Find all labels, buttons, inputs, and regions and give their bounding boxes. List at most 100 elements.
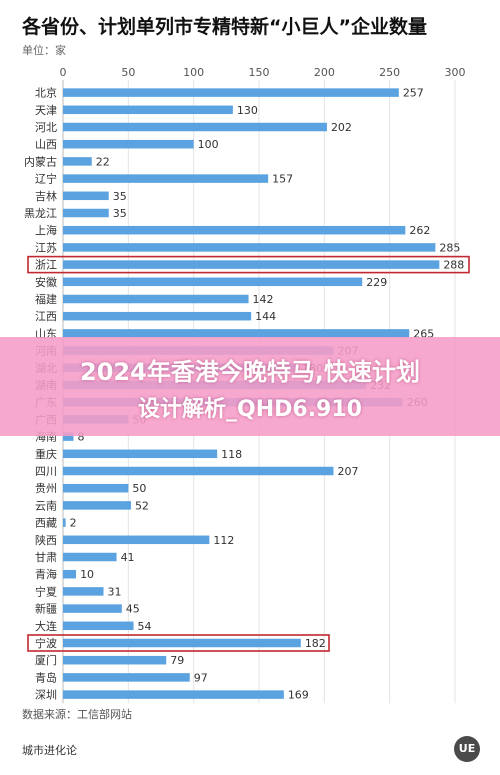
bar (63, 535, 210, 545)
value-label: 45 (126, 603, 140, 616)
value-label: 202 (331, 121, 352, 134)
value-label: 229 (366, 276, 387, 289)
category-label: 河北 (35, 121, 57, 134)
x-tick-label: 100 (183, 66, 204, 79)
bar (63, 329, 410, 338)
bar (63, 277, 363, 287)
promo-banner-line-1: 2024年香港今晚特马,快速计划 (80, 358, 420, 386)
category-label: 宁夏 (35, 584, 57, 598)
category-label: 黑龙江 (24, 207, 57, 220)
bar (63, 88, 399, 97)
x-tick-label: 0 (60, 66, 67, 79)
category-label: 北京 (35, 86, 57, 100)
bar (63, 311, 252, 321)
category-label: 深圳 (35, 689, 57, 702)
bar (63, 122, 327, 132)
bar (63, 105, 233, 115)
category-label: 贵州 (35, 482, 57, 495)
value-label: 157 (272, 173, 293, 186)
value-label: 207 (337, 465, 358, 478)
category-label: 厦门 (35, 653, 57, 667)
highlight-box (27, 634, 330, 652)
brand-logo: UE (454, 736, 480, 762)
bar (63, 191, 109, 201)
bar (63, 225, 406, 235)
value-label: 35 (113, 207, 127, 220)
category-label: 江西 (35, 310, 57, 323)
category-label: 山西 (35, 138, 57, 151)
category-label: 甘肃 (35, 551, 57, 564)
category-label: 上海 (35, 223, 57, 237)
value-label: 97 (194, 671, 208, 684)
category-label: 宁波 (35, 636, 57, 650)
category-label: 浙江 (35, 259, 57, 272)
bar (63, 174, 269, 183)
category-label: 吉林 (35, 189, 57, 203)
bar (63, 466, 334, 476)
bar (63, 157, 92, 166)
value-label: 118 (221, 448, 242, 461)
value-label: 54 (138, 620, 152, 633)
bar (63, 260, 440, 269)
value-label: 100 (198, 138, 219, 151)
value-label: 285 (439, 241, 460, 254)
category-label: 四川 (35, 465, 57, 478)
bar (63, 621, 134, 631)
value-label: 52 (135, 499, 149, 512)
unit-label: 单位：家 (22, 44, 66, 57)
value-label: 182 (305, 637, 326, 650)
value-label: 262 (409, 224, 430, 237)
value-label: 50 (132, 482, 146, 495)
value-label: 10 (80, 568, 94, 581)
promo-banner (0, 337, 500, 436)
value-label: 144 (255, 310, 276, 323)
value-label: 257 (403, 87, 424, 100)
bar (63, 208, 109, 218)
bar (63, 518, 66, 527)
bar (63, 483, 129, 493)
bar (63, 569, 77, 579)
bar (63, 449, 218, 459)
value-label: 41 (121, 551, 135, 564)
bar (63, 604, 122, 613)
category-label: 辽宁 (35, 172, 57, 186)
value-label: 31 (108, 585, 122, 598)
bar (63, 673, 190, 682)
category-label: 青海 (35, 567, 57, 581)
bar (63, 587, 104, 596)
value-label: 112 (213, 534, 234, 547)
promo-banner-line-2: 设计解析_QHD6.910 (138, 397, 362, 422)
category-label: 西藏 (35, 517, 57, 530)
bar (63, 552, 117, 562)
value-label: 130 (237, 104, 258, 117)
category-label: 青岛 (35, 670, 57, 684)
value-label: 22 (96, 155, 110, 168)
brand-name: 城市进化论 (22, 744, 77, 757)
bar (63, 243, 436, 252)
bar (63, 690, 284, 699)
chart-title: 各省份、计划单列市专精特新“小巨人”企业数量 (22, 16, 427, 38)
bar (63, 638, 301, 648)
value-label: 8 (77, 431, 84, 444)
category-label: 江苏 (35, 241, 57, 254)
x-tick-label: 150 (249, 66, 270, 79)
highlight-box (27, 255, 470, 274)
category-label: 重庆 (35, 447, 57, 461)
value-label: 169 (288, 689, 309, 702)
value-label: 142 (253, 293, 274, 306)
bar (63, 294, 249, 304)
bar (63, 432, 74, 441)
category-label: 福建 (35, 292, 57, 306)
category-label: 新疆 (35, 602, 57, 616)
x-tick-label: 50 (121, 66, 135, 79)
x-tick-label: 300 (445, 66, 466, 79)
category-label: 天津 (35, 104, 57, 117)
category-label: 大连 (35, 619, 57, 633)
value-label: 2 (70, 517, 77, 530)
category-label: 陕西 (35, 533, 57, 547)
value-label: 288 (443, 259, 464, 272)
x-tick-label: 250 (379, 66, 400, 79)
category-label: 内蒙古 (24, 154, 57, 168)
category-label: 安徽 (35, 275, 57, 289)
value-label: 35 (113, 190, 127, 203)
